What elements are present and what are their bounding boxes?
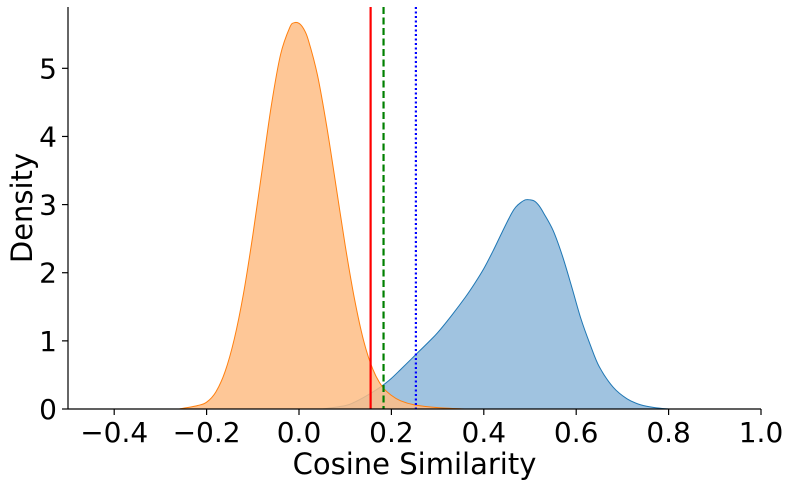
- x-tick-label: −0.4: [80, 416, 148, 449]
- threshold-lines: [369, 7, 417, 409]
- y-ticks: 0 1 2 3 4 5: [39, 52, 68, 426]
- y-tick-label: 5: [39, 52, 57, 85]
- x-tick-label: 0.8: [646, 416, 691, 449]
- y-tick-label: 2: [39, 257, 57, 290]
- y-tick-label: 1: [39, 325, 57, 358]
- x-tick-label: 0.4: [462, 416, 507, 449]
- axes: [67, 7, 761, 410]
- y-tick-label: 3: [39, 189, 57, 222]
- density-area-2: [178, 22, 466, 409]
- x-tick-label: 0.2: [369, 416, 414, 449]
- x-ticks: −0.4 −0.2 0.0 0.2 0.4 0.6 0.8 1.0: [80, 409, 783, 449]
- x-tick-label: −0.2: [173, 416, 241, 449]
- y-axis-label: Density: [5, 153, 39, 263]
- x-tick-label: 0.0: [277, 416, 322, 449]
- x-tick-label: 0.6: [554, 416, 599, 449]
- x-axis-label: Cosine Similarity: [293, 447, 537, 481]
- x-tick-label: 1.0: [739, 416, 784, 449]
- y-tick-label: 4: [39, 120, 57, 153]
- plot-area: [178, 21, 669, 410]
- density-curve-1: [322, 199, 669, 410]
- y-tick-label: 0: [39, 393, 57, 426]
- density-area-1: [322, 199, 669, 409]
